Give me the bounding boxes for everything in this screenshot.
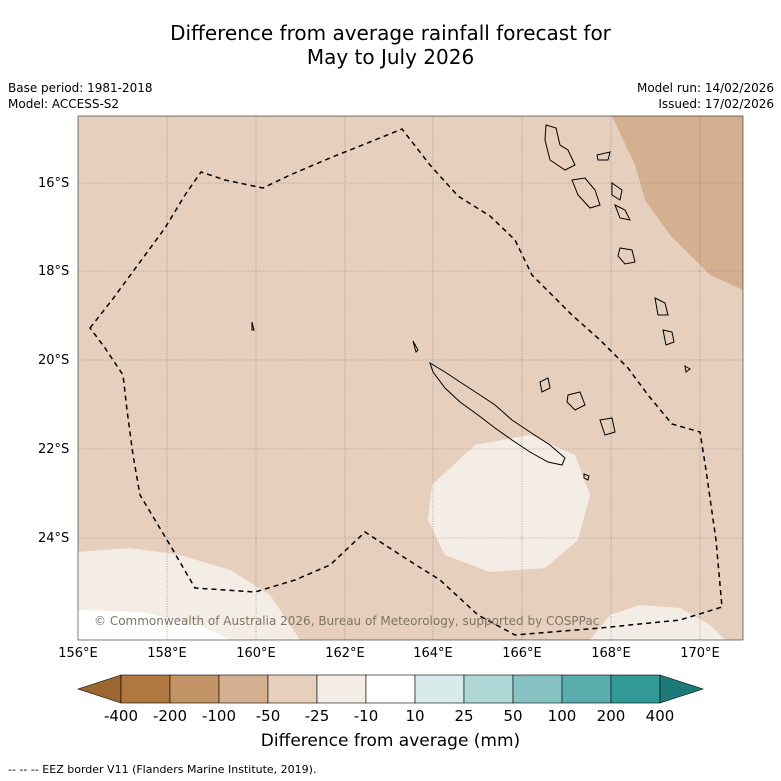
colorbar-tick: -25	[304, 707, 330, 725]
vanuatu-coast	[544, 124, 675, 346]
lon-label-164e: 164°E	[413, 646, 453, 661]
graticule	[78, 116, 743, 640]
colorbar-tick: 100	[547, 707, 577, 725]
new-caledonia-coast	[429, 361, 566, 466]
lon-label-162e: 162°E	[325, 646, 365, 661]
colorbar-tick: 50	[503, 707, 523, 725]
colorbar-tick: 25	[454, 707, 474, 725]
issued-label: Issued: 17/02/2026	[658, 97, 774, 111]
colorbar-title: Difference from average (mm)	[260, 731, 521, 751]
map-title-line2: May to July 2026	[306, 45, 475, 69]
colorbar-tick: -400	[103, 707, 139, 725]
model-run-label: Model run: 14/02/2026	[636, 81, 774, 95]
dry-region-northeast	[612, 116, 743, 290]
colorbar-bin-3	[218, 674, 269, 704]
colorbar-bin-11	[610, 674, 661, 704]
colorbar-tick: -100	[201, 707, 237, 725]
colorbar-bin-8	[463, 674, 514, 704]
colorbar-bin-10	[561, 674, 612, 704]
colorbar-bin-7	[414, 674, 465, 704]
lon-label-158e: 158°E	[147, 646, 187, 661]
colorbar-tick: 400	[645, 707, 675, 725]
lon-label-156e: 156°E	[58, 646, 98, 661]
colorbar-bin-5	[316, 674, 367, 704]
lat-label-24s: 24°S	[38, 531, 70, 546]
colorbar-bin-1	[120, 674, 171, 704]
small-islands	[251, 321, 691, 481]
white-region-southwest	[78, 610, 230, 640]
base-period-label: Base period: 1981-2018	[8, 81, 153, 95]
eez-legend-footer: -- -- -- EEZ border V11 (Flanders Marine…	[8, 763, 317, 776]
colorbar-bin-2	[169, 674, 220, 704]
colorbar-tick: -50	[255, 707, 281, 725]
copyright-notice: © Commonwealth of Australia 2026, Bureau…	[94, 614, 600, 628]
lat-label-16s: 16°S	[38, 176, 70, 191]
loyalty-islands-coast	[539, 377, 616, 436]
map-title-line1: Difference from average rainfall forecas…	[170, 21, 611, 45]
lon-label-168e: 168°E	[591, 646, 631, 661]
lat-label-18s: 18°S	[38, 264, 70, 279]
model-label: Model: ACCESS-S2	[8, 97, 120, 111]
colorbar	[77, 674, 704, 704]
lon-label-160e: 160°E	[236, 646, 276, 661]
colorbar-high-extension	[659, 674, 704, 704]
lon-label-170e: 170°E	[680, 646, 720, 661]
colorbar-bin-6	[365, 674, 416, 704]
lat-label-20s: 20°S	[38, 353, 70, 368]
colorbar-bin-9	[512, 674, 563, 704]
colorbar-tick: -10	[353, 707, 379, 725]
coastlines	[251, 124, 691, 481]
lon-label-166e: 166°E	[502, 646, 542, 661]
colorbar-tick: -200	[152, 707, 188, 725]
colorbar-bin-4	[267, 674, 318, 704]
colorbar-tick: 10	[405, 707, 425, 725]
lat-label-22s: 22°S	[38, 442, 70, 457]
colorbar-low-extension	[77, 674, 122, 704]
eez-border	[89, 128, 723, 636]
map-background-decile	[78, 116, 743, 640]
colorbar-tick: 200	[596, 707, 626, 725]
